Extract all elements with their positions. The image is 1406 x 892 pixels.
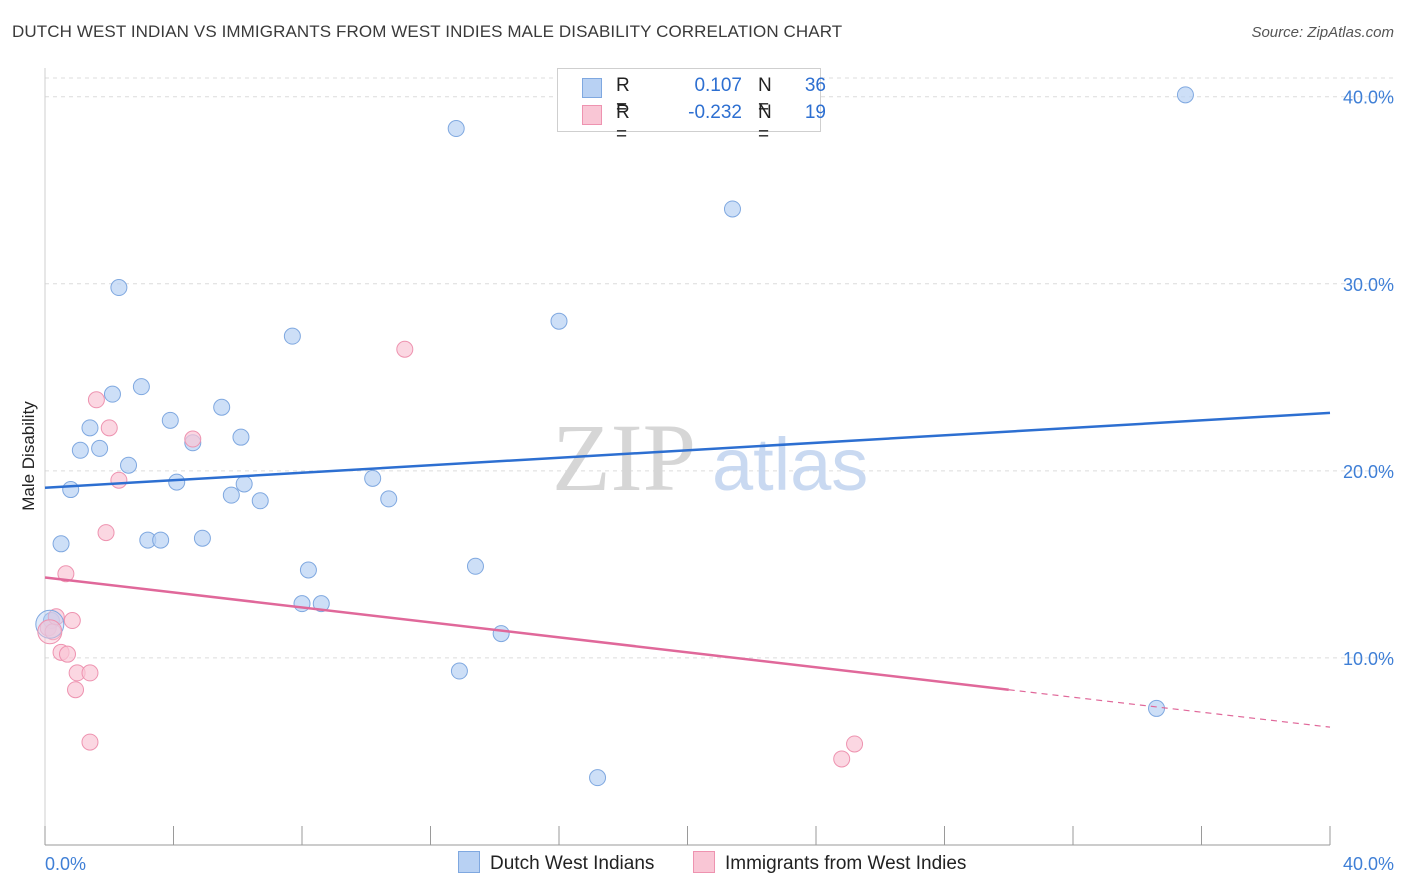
data-point-series1 <box>299 561 317 579</box>
source-label: Source: ZipAtlas.com <box>1251 24 1394 41</box>
data-point-series2 <box>47 608 65 626</box>
y-tick-label: 20.0% <box>1343 462 1394 482</box>
bottom-legend-series2: Immigrants from West Indies <box>693 851 966 875</box>
data-point-series2 <box>184 430 202 448</box>
data-point-series2 <box>67 681 85 699</box>
bottom-legend-swatch-series1 <box>458 851 480 873</box>
y-tick-label: 10.0% <box>1343 649 1394 669</box>
y-axis-label: Male Disability <box>19 401 38 511</box>
legend-r-value: 0.107 <box>694 75 742 96</box>
data-point-series2 <box>97 524 115 542</box>
legend-n-label: N = <box>758 75 772 118</box>
legend-n-value: 36 <box>804 75 826 96</box>
x-tick-label: 0.0% <box>45 854 86 874</box>
labels-layer: 10.0% 20.0% 30.0% 40.0% 0.0% 40.0% Male Disabi… <box>19 88 1394 874</box>
data-point-series1 <box>364 469 382 487</box>
x-tick-label: 40.0% <box>1343 854 1394 874</box>
chart-title: DUTCH WEST INDIAN VS IMMIGRANTS FROM WES… <box>12 22 843 41</box>
data-point-cluster-series1 <box>35 609 65 639</box>
data-point-series1 <box>62 481 80 499</box>
legend-r-label: R = <box>616 75 630 118</box>
data-point-series1 <box>110 279 128 297</box>
y-tick-label: 40.0% <box>1343 88 1394 108</box>
data-point-series1 <box>168 473 186 491</box>
correlation-legend: R = 0.107 N = 36 R = -0.232 N = 19 <box>557 68 826 145</box>
watermark: ZIP atlas <box>552 404 868 511</box>
legend-swatch-series2 <box>582 105 602 125</box>
grid-layer <box>45 77 1395 659</box>
data-point-series1 <box>103 385 121 403</box>
data-point-series2 <box>58 645 76 663</box>
data-point-series1 <box>1148 699 1166 717</box>
data-point-series1 <box>1176 86 1194 104</box>
data-point-series1 <box>550 312 568 330</box>
data-point-series1 <box>447 120 465 138</box>
data-point-series2 <box>63 612 81 630</box>
data-point-series2 <box>110 471 128 489</box>
watermark-atlas: atlas <box>712 423 868 506</box>
legend-n-value: 19 <box>804 102 826 123</box>
bottom-legend-series1: Dutch West Indians <box>458 851 654 875</box>
trend-line-series1 <box>44 411 1331 489</box>
y-tick-label: 30.0% <box>1343 275 1394 295</box>
data-point-series1 <box>232 428 250 446</box>
data-point-series1 <box>161 411 179 429</box>
data-point-series2 <box>833 750 851 768</box>
data-point-series1 <box>120 456 138 474</box>
data-point-series2 <box>57 565 75 583</box>
legend-r-value: -0.232 <box>688 102 742 123</box>
data-point-series1 <box>222 486 240 504</box>
legend-r-label: R = <box>616 102 630 145</box>
data-point-series1 <box>52 535 70 553</box>
data-point-cluster-series2 <box>37 619 63 645</box>
bottom-legend-label-series2: Immigrants from West Indies <box>725 853 967 874</box>
data-point-series2 <box>81 733 99 751</box>
data-point-series1 <box>152 531 170 549</box>
data-point-series1 <box>589 769 607 787</box>
data-point-series1 <box>723 200 741 218</box>
data-point-series2 <box>87 391 105 409</box>
data-point-series1 <box>91 439 109 457</box>
data-point-series1 <box>71 441 89 459</box>
data-point-series1 <box>450 662 468 680</box>
legend-n-label: N = <box>758 102 772 145</box>
data-point-series2 <box>846 735 864 753</box>
data-point-series2 <box>81 664 99 682</box>
data-point-series1 <box>312 595 330 613</box>
trend-line-extension-series2 <box>1008 689 1331 728</box>
data-point-series1 <box>193 529 211 547</box>
data-point-series1 <box>251 492 269 510</box>
data-point-series1 <box>213 398 231 416</box>
bottom-legend-swatch-series2 <box>693 851 715 873</box>
data-point-series1 <box>235 475 253 493</box>
data-point-series2 <box>100 419 118 437</box>
data-point-series1 <box>492 625 510 643</box>
trend-layer <box>44 411 1331 728</box>
bottom-legend-label-series1: Dutch West Indians <box>490 853 655 874</box>
data-point-series1 <box>466 557 484 575</box>
legend-swatch-series1 <box>582 78 602 98</box>
points-layer <box>35 86 1194 787</box>
axes-layer <box>44 68 1331 846</box>
data-point-series1 <box>283 327 301 345</box>
data-point-series2 <box>396 340 414 358</box>
data-point-series1 <box>132 378 150 396</box>
trend-line-series2 <box>44 576 1009 691</box>
data-point-series1 <box>81 419 99 437</box>
data-point-series1 <box>380 490 398 508</box>
